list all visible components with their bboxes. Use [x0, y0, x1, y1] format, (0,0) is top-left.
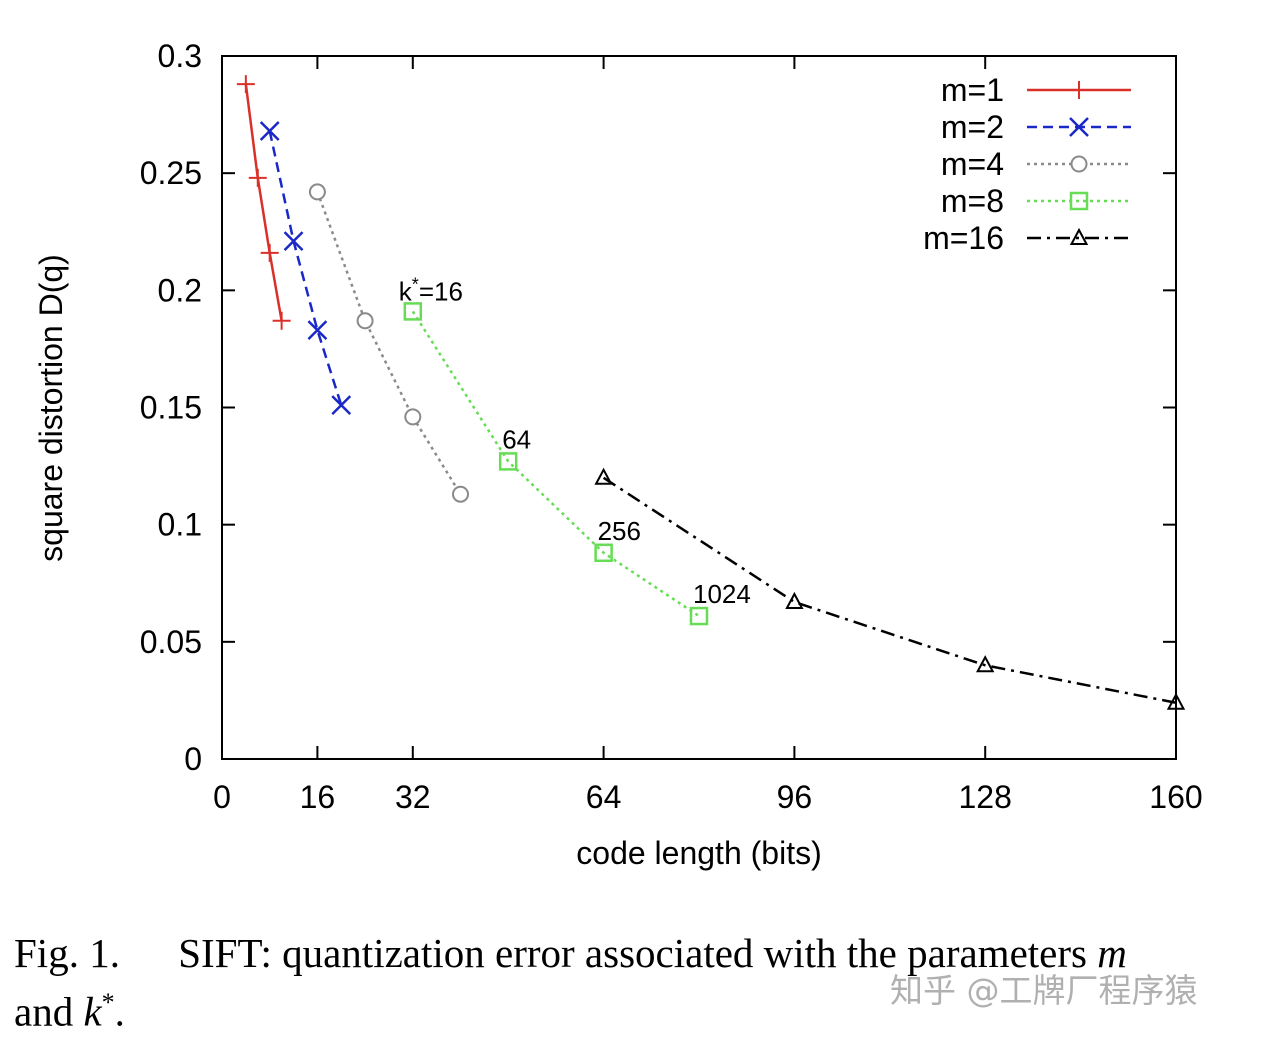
legend-label: m=2: [941, 109, 1004, 145]
cross-marker: [331, 395, 352, 416]
triangle-marker: [976, 655, 995, 673]
square-marker: [594, 543, 613, 563]
x-tick-label: 64: [586, 779, 622, 815]
legend-label: m=8: [941, 183, 1004, 219]
caption-line2-prefix: and: [14, 988, 74, 1035]
y-tick-label: 0.05: [140, 624, 202, 660]
legend-item: m=1: [941, 72, 1131, 108]
y-tick-label: 0.2: [158, 272, 202, 308]
plot-frame: [221, 55, 1177, 760]
y-tick-label: 0.25: [140, 155, 202, 191]
legend-item: m=2: [941, 109, 1131, 145]
series-line: [268, 130, 343, 406]
caption-var-m: m: [1097, 930, 1127, 976]
triangle-marker: [594, 467, 613, 485]
caption-text: SIFT: quantization error associated with…: [178, 930, 1087, 976]
legend-label: m=4: [941, 146, 1004, 182]
y-tick-label: 0.3: [158, 38, 202, 74]
x-axis-label: code length (bits): [576, 835, 821, 871]
annotation-k-suffix: =16: [419, 276, 463, 306]
x-tick-label: 32: [395, 779, 431, 815]
square-marker: [689, 606, 709, 626]
cross-marker: [1069, 117, 1089, 137]
annotation-k-sup: *: [412, 274, 419, 294]
series-m-2: [259, 121, 352, 416]
watermark: 知乎 @工牌厂程序猿: [890, 971, 1198, 1010]
legend-label: m=16: [923, 220, 1004, 256]
point-annotation: 64: [502, 424, 531, 454]
series-line: [244, 83, 283, 322]
series-m-8: [403, 302, 709, 626]
caption-var-k-sup: *: [101, 988, 115, 1017]
x-tick-label: 160: [1149, 779, 1202, 815]
triangle-marker: [1166, 692, 1186, 710]
legend-label: m=1: [941, 72, 1004, 108]
square-marker: [403, 302, 423, 321]
y-axis-label: square distortion D(q): [33, 254, 69, 562]
triangle-marker: [785, 591, 804, 609]
series-line: [602, 476, 1177, 704]
legend: m=1m=2m=4m=8m=16: [923, 72, 1131, 256]
series-m-16: [594, 467, 1186, 710]
distortion-chart: 0 16 32 64 96 128 160 0 0.05 0.1 0.15 0.2 0.25 0.3 k*…: [33, 38, 1203, 871]
y-tick-label: 0.15: [140, 390, 202, 426]
plus-marker: [248, 168, 267, 187]
x-tick-label: 0: [213, 779, 231, 815]
series-layer: [236, 75, 1186, 710]
series-m-4: [308, 183, 469, 503]
plus-marker: [1070, 81, 1088, 99]
plus-marker: [272, 311, 291, 330]
plus-marker: [260, 243, 279, 262]
figure-caption: Fig. 1. SIFT: quantization error associa…: [14, 928, 1244, 1037]
triangle-marker: [1069, 227, 1089, 245]
y-tick-label: 0: [184, 741, 202, 777]
circle-marker: [452, 485, 469, 503]
cross-marker: [283, 231, 304, 252]
x-tick-label: 128: [959, 779, 1012, 815]
annotation-k: k: [399, 276, 413, 306]
series-line: [316, 191, 462, 495]
series-line: [411, 310, 700, 618]
x-tick-label: 16: [300, 779, 336, 815]
point-annotation: 256: [598, 516, 641, 546]
circle-marker: [308, 183, 326, 201]
circle-marker: [404, 408, 422, 426]
plus-marker: [236, 75, 255, 94]
caption-line-2: and k*.: [14, 978, 1244, 1037]
legend-item: m=8: [941, 183, 1131, 219]
annotation-layer: k*=16 64 256 1024: [399, 274, 751, 609]
circle-marker: [1070, 155, 1088, 173]
square-marker: [498, 452, 518, 471]
axis-ticks: 0 16 32 64 96 128 160 0 0.05 0.1 0.15 0.2 0.25 0.3: [140, 38, 1203, 815]
series-m-1: [236, 75, 291, 330]
caption-label: Fig. 1.: [14, 930, 120, 976]
circle-marker: [356, 312, 374, 330]
legend-item: m=16: [923, 220, 1131, 256]
x-tick-label: 96: [777, 779, 813, 815]
point-annotation: k*=16: [399, 274, 463, 306]
square-marker: [1069, 191, 1089, 211]
caption-var-k: k: [83, 988, 102, 1035]
cross-marker: [307, 320, 328, 341]
y-tick-label: 0.1: [158, 507, 202, 543]
point-annotation: 1024: [693, 579, 751, 609]
legend-item: m=4: [941, 146, 1131, 182]
cross-marker: [259, 121, 280, 141]
caption-line2-suffix: .: [114, 988, 125, 1035]
